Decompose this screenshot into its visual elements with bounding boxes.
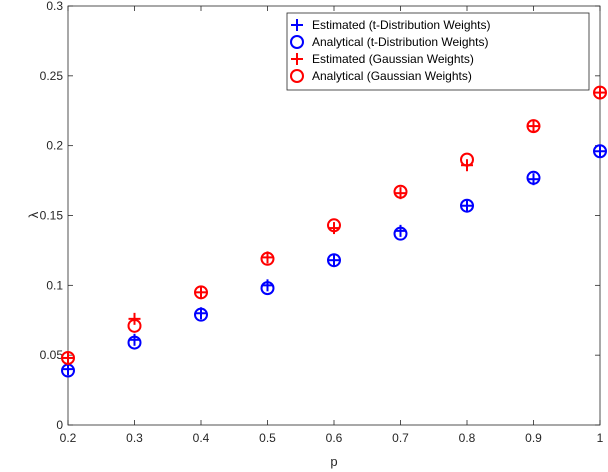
analytical-point <box>593 85 607 100</box>
analytical-point <box>127 335 142 350</box>
estimated-point <box>594 145 606 158</box>
x-tick-label: 0.2 <box>60 431 77 445</box>
x-tick-label: 0.6 <box>326 431 343 445</box>
estimated-point <box>328 254 340 267</box>
x-tick-label: 0.4 <box>193 431 210 445</box>
legend-marker-3 <box>291 53 303 65</box>
estimated-point <box>461 199 473 212</box>
legend-marker-1 <box>291 19 303 31</box>
analytical-point <box>393 184 408 199</box>
analytical-point <box>460 152 474 167</box>
estimated-point <box>195 286 207 299</box>
estimated-point <box>594 86 606 99</box>
y-tick-label: 0.25 <box>40 69 64 83</box>
x-axis-ticks: 0.2 0.3 0.4 0.5 0.6 0.7 0.8 0.9 1 <box>60 6 604 445</box>
y-tick-label: 0.15 <box>40 209 64 223</box>
analytical-point <box>61 350 75 365</box>
data-markers <box>61 85 607 378</box>
y-tick-label: 0.3 <box>46 0 63 13</box>
analytical-point <box>460 198 474 213</box>
legend-entry-4: Analytical (Gaussian Weights) <box>312 69 472 83</box>
legend: Estimated (t-Distribution Weights) Analyt… <box>286 12 590 91</box>
legend-entry-3: Estimated (Gaussian Weights) <box>312 52 474 66</box>
legend-marker-4 <box>290 69 304 83</box>
y-tick-label: 0 <box>56 418 63 432</box>
analytical-point <box>194 285 208 300</box>
x-axis-label: p <box>330 454 337 469</box>
x-tick-label: 0.3 <box>126 431 143 445</box>
analytical-point <box>393 226 408 241</box>
legend-entry-1: Estimated (t-Distribution Weights) <box>312 18 491 32</box>
y-tick-label: 0.2 <box>46 139 63 153</box>
y-tick-label: 0.05 <box>40 348 64 362</box>
x-tick-label: 0.8 <box>459 431 476 445</box>
x-tick-label: 0.9 <box>525 431 542 445</box>
y-axis-label: λ <box>26 211 41 218</box>
analytical-point <box>127 318 142 333</box>
analytical-point <box>194 307 208 322</box>
estimated-point <box>62 351 74 364</box>
legend-box <box>286 12 590 91</box>
analytical-point <box>327 218 341 233</box>
analytical-point <box>593 144 607 159</box>
analytical-point <box>526 119 541 134</box>
analytical-point <box>260 251 275 266</box>
legend-entry-2: Analytical (t-Distribution Weights) <box>312 35 489 49</box>
x-tick-label: 0.5 <box>259 431 276 445</box>
legend-marker-2 <box>290 35 304 49</box>
y-tick-label: 0.1 <box>46 278 63 292</box>
y-axis-ticks: 0 0.05 0.1 0.15 0.2 0.25 0.3 <box>40 0 600 432</box>
estimated-point <box>527 120 540 133</box>
analytical-point <box>327 253 341 268</box>
x-tick-label: 0.7 <box>392 431 409 445</box>
x-tick-label: 1 <box>597 431 604 445</box>
analytical-point <box>260 281 275 296</box>
analytical-point <box>526 170 541 185</box>
